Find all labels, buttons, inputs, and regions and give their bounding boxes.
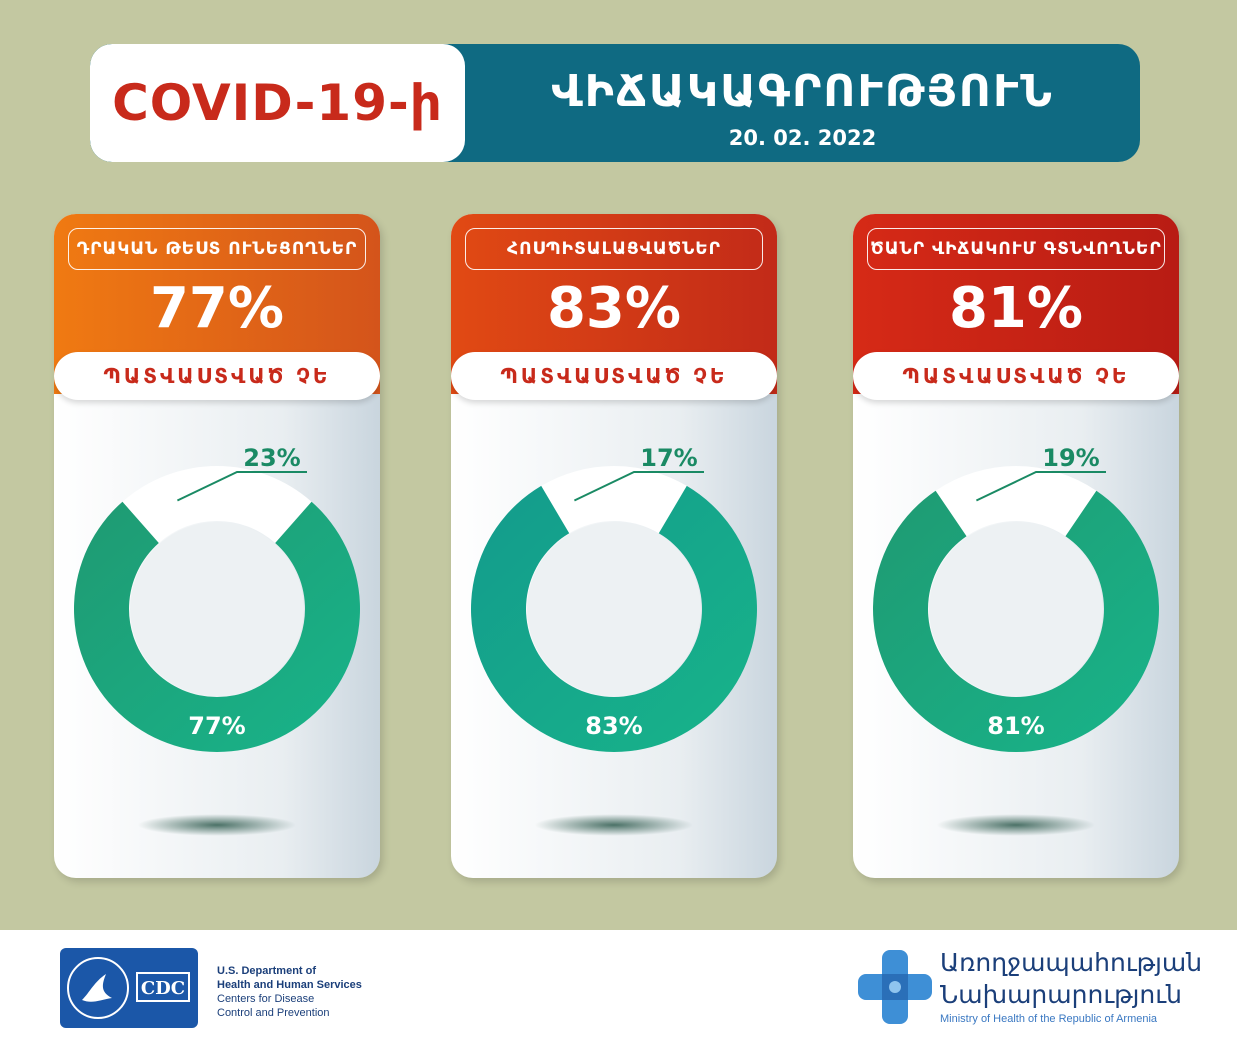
header-banner: COVID-19-ի ՎԻՃԱԿԱԳՐՈՒԹՅՈՒՆ 20. 02. 2022 bbox=[90, 44, 1140, 162]
donut-slice-minor bbox=[122, 466, 312, 543]
donut-slice-minor bbox=[541, 466, 687, 534]
cdc-logo-text: CDC bbox=[136, 972, 190, 1002]
donut-leader-line bbox=[176, 471, 307, 502]
hhs-seal-icon bbox=[60, 948, 130, 1028]
donut-label-major: 81% bbox=[987, 712, 1044, 740]
donut-hole bbox=[130, 522, 304, 696]
hhs-line1: U.S. Department of bbox=[217, 965, 317, 977]
donut-shadow bbox=[534, 814, 694, 836]
donut-slice-major bbox=[471, 485, 757, 752]
card-hospitalized: ՀՈՍՊԻՏԱԼԱՑՎԱԾՆԵՐ 83% ՊԱՏՎԱՍՏՎԱԾ ՉԵ 17% 83… bbox=[451, 214, 777, 878]
donut-label-major: 77% bbox=[188, 712, 245, 740]
hhs-line2: Health and Human Services bbox=[217, 979, 362, 991]
donut-chart: 19% 81% bbox=[873, 444, 1159, 752]
card-pill-unvaccinated: ՊԱՏՎԱՍՏՎԱԾ ՉԵ bbox=[54, 352, 380, 400]
donut-label-minor: 19% bbox=[1042, 444, 1099, 472]
ministry-name-line1: Առողջապահության bbox=[940, 948, 1203, 977]
footer: CDC U.S. Department of Health and Human … bbox=[0, 930, 1237, 1046]
donut-label-minor: 23% bbox=[243, 444, 300, 472]
ministry-cross-icon bbox=[858, 950, 932, 1024]
donut-label-major: 83% bbox=[585, 712, 642, 740]
donut-shadow bbox=[137, 814, 297, 836]
donut-label-minor: 17% bbox=[640, 444, 697, 472]
donut-leader-line bbox=[975, 471, 1106, 502]
donut-shadow bbox=[936, 814, 1096, 836]
report-date: 20. 02. 2022 bbox=[728, 126, 877, 150]
card-label: ԴՐԱԿԱՆ ԹԵՍՏ ՈՒՆԵՑՈՂՆԵՐ bbox=[68, 228, 366, 270]
header-left-panel: COVID-19-ի bbox=[90, 44, 465, 162]
card-severe-condition: ԾԱՆՐ ՎԻՃԱԿՈՒՄ ԳՏՆՎՈՂՆԵՐ 81% ՊԱՏՎԱՍՏՎԱԾ Չ… bbox=[853, 214, 1179, 878]
hhs-text: U.S. Department of Health and Human Serv… bbox=[217, 964, 362, 1020]
donut-chart: 17% 83% bbox=[471, 444, 757, 752]
ministry-name-line2: Նախարարություն bbox=[940, 980, 1182, 1009]
donut-chart: 23% 77% bbox=[73, 444, 360, 752]
hhs-line4: Control and Prevention bbox=[217, 1007, 330, 1019]
covid-label: COVID-19-ի bbox=[112, 74, 443, 132]
card-pill-unvaccinated: ՊԱՏՎԱՍՏՎԱԾ ՉԵ bbox=[853, 352, 1179, 400]
cdc-logo-icon: CDC bbox=[130, 948, 198, 1028]
card-label: ԾԱՆՐ ՎԻՃԱԿՈՒՄ ԳՏՆՎՈՂՆԵՐ bbox=[867, 228, 1165, 270]
ministry-name-english: Ministry of Health of the Republic of Ar… bbox=[940, 1013, 1158, 1025]
donut-slice-major bbox=[73, 501, 360, 752]
donut-leader-line bbox=[573, 471, 704, 502]
donut-hole bbox=[929, 522, 1103, 696]
hhs-line3: Centers for Disease bbox=[217, 993, 315, 1005]
page-title: ՎԻՃԱԿԱԳՐՈՒԹՅՈՒՆ bbox=[551, 66, 1054, 117]
card-label: ՀՈՍՊԻՏԱԼԱՑՎԱԾՆԵՐ bbox=[465, 228, 763, 270]
card-big-percent: 77% bbox=[149, 276, 285, 341]
card-positive-tests: ԴՐԱԿԱՆ ԹԵՍՏ ՈՒՆԵՑՈՂՆԵՐ 77% ՊԱՏՎԱՍՏՎԱԾ ՉԵ… bbox=[54, 214, 380, 878]
card-pill-unvaccinated: ՊԱՏՎԱՍՏՎԱԾ ՉԵ bbox=[451, 352, 777, 400]
card-big-percent: 81% bbox=[948, 276, 1084, 341]
donut-slice-minor bbox=[935, 466, 1097, 537]
donut-hole bbox=[527, 522, 701, 696]
card-big-percent: 83% bbox=[546, 276, 682, 341]
donut-slice-major bbox=[873, 490, 1159, 752]
